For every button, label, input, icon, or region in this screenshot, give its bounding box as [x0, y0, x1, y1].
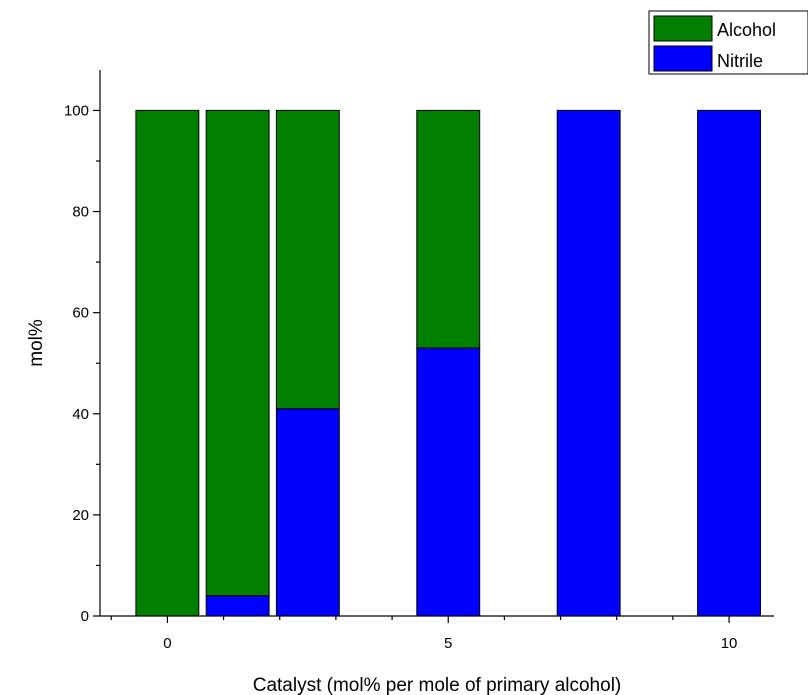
legend-swatch-nitrile: [653, 45, 713, 72]
y-tick-label: 0: [81, 608, 89, 625]
legend-swatch-alcohol: [653, 15, 713, 42]
bar-nitrile-3: [416, 347, 481, 617]
bar-alcohol-2: [275, 109, 340, 410]
x-tick-label: 5: [444, 635, 452, 652]
bar-nitrile-2: [275, 408, 340, 617]
y-tick-label: 20: [72, 507, 89, 524]
y-axis-title: mol%: [26, 319, 47, 367]
bar-alcohol-1: [205, 109, 270, 597]
bar-nitrile-5: [697, 109, 761, 617]
y-tick-label: 80: [72, 204, 89, 221]
bars-group: [135, 109, 761, 617]
x-axis-title: Catalyst (mol% per mole of primary alcoh…: [253, 675, 622, 695]
y-tick-label: 100: [64, 102, 89, 119]
x-tick-label: 0: [163, 635, 171, 652]
bar-alcohol-3: [416, 109, 481, 349]
ticks-group: 0 20 40 60 80 100 0 5 10: [64, 102, 737, 652]
bar-nitrile-4: [556, 109, 621, 617]
bar-nitrile-1: [205, 595, 270, 617]
legend-label-nitrile: Nitrile: [717, 51, 763, 71]
bar-alcohol-0: [135, 109, 200, 617]
legend-label-alcohol: Alcohol: [717, 20, 776, 40]
y-tick-label: 40: [72, 406, 89, 423]
y-tick-label: 60: [72, 305, 89, 322]
legend: Alcohol Nitrile: [648, 10, 808, 75]
x-tick-label: 10: [721, 635, 738, 652]
